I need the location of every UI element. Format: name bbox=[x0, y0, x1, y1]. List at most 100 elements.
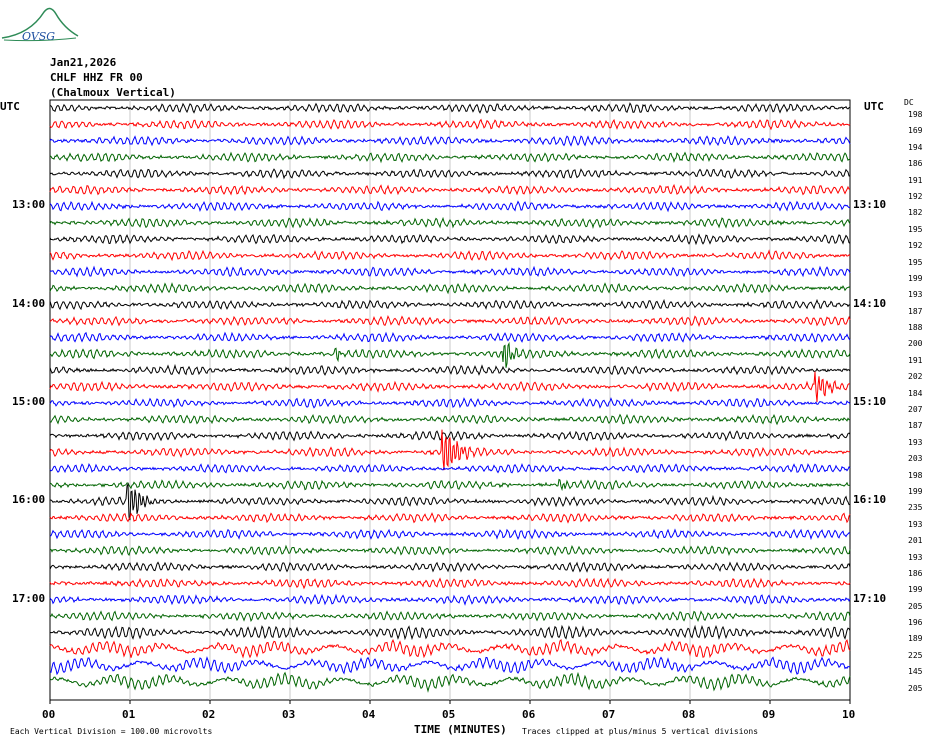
trace-line-27 bbox=[49, 528, 851, 541]
x-tick-label: 08 bbox=[682, 708, 696, 721]
dc-offset-value: 188 bbox=[908, 323, 923, 333]
dc-offset-value: 186 bbox=[908, 159, 923, 169]
trace-line-12 bbox=[49, 282, 851, 295]
x-tick-label: 10 bbox=[842, 708, 856, 721]
dc-offset-value: 198 bbox=[908, 470, 923, 480]
dc-offset-value: 207 bbox=[908, 405, 923, 414]
dc-offset-value: 225 bbox=[908, 650, 923, 660]
dc-offset-value: 201 bbox=[908, 536, 923, 546]
x-tick-label: 07 bbox=[602, 708, 616, 721]
location-label: (Chalmoux Vertical) bbox=[50, 86, 176, 99]
dc-offset-value: 203 bbox=[908, 454, 923, 464]
trace-line-5 bbox=[49, 168, 851, 180]
x-tick-label: 09 bbox=[762, 708, 776, 721]
trace-line-33 bbox=[49, 624, 851, 641]
dc-offset-value: 193 bbox=[908, 290, 923, 300]
trace-line-9 bbox=[49, 233, 851, 246]
trace-line-11 bbox=[49, 265, 851, 278]
x-tick-label: 02 bbox=[202, 708, 216, 721]
trace-line-2 bbox=[49, 118, 851, 131]
dc-offset-value: 193 bbox=[908, 437, 923, 447]
dc-offset-value: 235 bbox=[908, 503, 923, 513]
dc-offset-value: 145 bbox=[908, 667, 923, 677]
dc-offset-value: 191 bbox=[908, 355, 923, 365]
logo-text: OVSG bbox=[22, 30, 55, 43]
x-tick-label: 03 bbox=[282, 708, 296, 721]
right-hour-label: 14:10 bbox=[853, 296, 887, 310]
utc-left-label: UTC bbox=[0, 100, 20, 113]
dc-offset-value: 187 bbox=[908, 421, 923, 431]
logo: OVSG bbox=[1, 7, 79, 43]
right-hour-label: 13:10 bbox=[853, 198, 887, 212]
trace-line-26 bbox=[49, 512, 851, 524]
trace-line-28 bbox=[49, 544, 851, 557]
trace-line-1 bbox=[49, 102, 851, 114]
x-tick-label: 05 bbox=[442, 708, 456, 721]
station-label: CHLF HHZ FR 00 bbox=[50, 71, 143, 84]
trace-line-24 bbox=[49, 478, 851, 492]
footer-clip-note: Traces clipped at plus/minus 5 vertical … bbox=[522, 727, 759, 736]
x-tick-label: 01 bbox=[122, 708, 136, 721]
dc-offset-value: 193 bbox=[908, 552, 923, 562]
right-hour-label: 16:10 bbox=[853, 493, 887, 507]
dc-offset-value: 192 bbox=[908, 191, 923, 201]
dc-offset-value: 205 bbox=[908, 683, 923, 693]
utc-right-label: UTC bbox=[864, 100, 884, 113]
trace-line-32 bbox=[49, 610, 851, 623]
dc-offset-value: 202 bbox=[908, 372, 923, 382]
right-hour-label: 15:10 bbox=[853, 395, 887, 408]
x-tick-label: 06 bbox=[522, 708, 536, 721]
x-axis-title: TIME (MINUTES) bbox=[414, 723, 507, 736]
date-label: Jan21,2026 bbox=[50, 56, 117, 69]
x-tick-label: 00 bbox=[42, 708, 56, 721]
trace-line-17 bbox=[49, 363, 851, 376]
dc-offset-value: 192 bbox=[908, 241, 923, 251]
trace-line-36 bbox=[49, 671, 851, 693]
left-hour-label: 16:00 bbox=[12, 493, 46, 507]
trace-line-31 bbox=[49, 593, 851, 606]
trace-line-29 bbox=[49, 561, 851, 573]
right-hour-label: 17:10 bbox=[853, 591, 887, 605]
dc-offset-value: 195 bbox=[908, 224, 923, 234]
dc-offset-value: 193 bbox=[908, 519, 923, 529]
trace-line-34 bbox=[49, 639, 851, 659]
trace-line-18 bbox=[49, 371, 851, 402]
trace-line-7 bbox=[49, 200, 851, 213]
x-tick-label: 04 bbox=[362, 708, 376, 721]
trace-line-22 bbox=[49, 429, 851, 471]
dc-offset-value: 200 bbox=[908, 339, 923, 349]
dc-offset-value: 195 bbox=[908, 257, 923, 267]
trace-line-8 bbox=[49, 216, 851, 229]
trace-line-30 bbox=[49, 577, 851, 590]
trace-line-13 bbox=[49, 298, 851, 311]
dc-offset-value: 199 bbox=[908, 585, 923, 595]
trace-line-3 bbox=[49, 135, 851, 147]
dc-offset-value: 199 bbox=[908, 273, 923, 283]
dc-offset-value: 169 bbox=[908, 126, 923, 136]
dc-label: DC bbox=[904, 98, 914, 107]
dc-offset-value: 199 bbox=[908, 486, 923, 496]
trace-line-25 bbox=[49, 482, 851, 521]
dc-offset-value: 184 bbox=[908, 388, 923, 398]
dc-offset-value: 196 bbox=[908, 618, 923, 628]
left-hour-label: 15:00 bbox=[12, 395, 46, 408]
left-hour-label: 17:00 bbox=[12, 591, 46, 605]
trace-line-10 bbox=[49, 249, 851, 262]
footer-scale-note: Each Vertical Division = 100.00 microvol… bbox=[10, 727, 213, 736]
trace-line-16 bbox=[49, 341, 851, 368]
trace-line-35 bbox=[49, 656, 851, 676]
trace-line-14 bbox=[49, 315, 851, 327]
left-hour-label: 14:00 bbox=[12, 296, 46, 310]
left-hour-label: 13:00 bbox=[12, 198, 46, 212]
trace-line-15 bbox=[49, 331, 851, 343]
dc-offset-value: 198 bbox=[908, 110, 923, 119]
dc-offset-value: 186 bbox=[908, 568, 923, 578]
dc-offset-value: 187 bbox=[908, 306, 923, 316]
trace-line-6 bbox=[49, 183, 851, 196]
dc-offset-value: 194 bbox=[908, 142, 923, 152]
dc-offset-value: 189 bbox=[908, 634, 923, 644]
dc-offset-value: 191 bbox=[908, 175, 923, 185]
trace-line-4 bbox=[49, 151, 851, 164]
header: Jan21,2026 CHLF HHZ FR 00 (Chalmoux Vert… bbox=[50, 55, 176, 100]
